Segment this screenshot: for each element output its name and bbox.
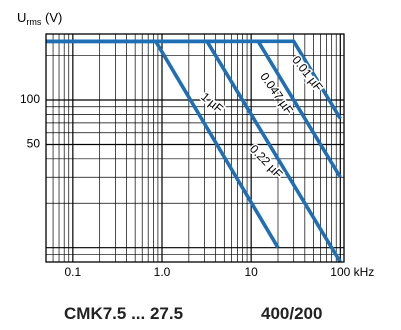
y-tick-label: 100 [20, 92, 40, 106]
series-lines [46, 39, 342, 263]
x-tick-label: 10 [244, 265, 258, 279]
series-label: 0.01 µF [289, 53, 325, 94]
footer-model-range: CMK7.5 ... 27.5 [64, 304, 184, 323]
x-tick-label: 0.1 [64, 265, 81, 279]
x-tick-label: 100 kHz [330, 265, 374, 279]
plot-frame [45, 33, 345, 263]
x-tick-label: 1.0 [154, 265, 171, 279]
series-line [46, 39, 342, 263]
series-line [46, 39, 342, 120]
series-label: 1 µF [198, 90, 226, 116]
y-axis-title: Urms (V) [17, 10, 62, 27]
annotations: 1 µF0.22 µF0.047 µF0.01 µF [197, 52, 327, 183]
y-tick-label: 50 [27, 137, 41, 151]
axes: 0.1 1.0 10 100 kHz 100 50 Urms (V) [17, 10, 374, 279]
footer-voltage-rating: 400/200 [261, 304, 323, 323]
